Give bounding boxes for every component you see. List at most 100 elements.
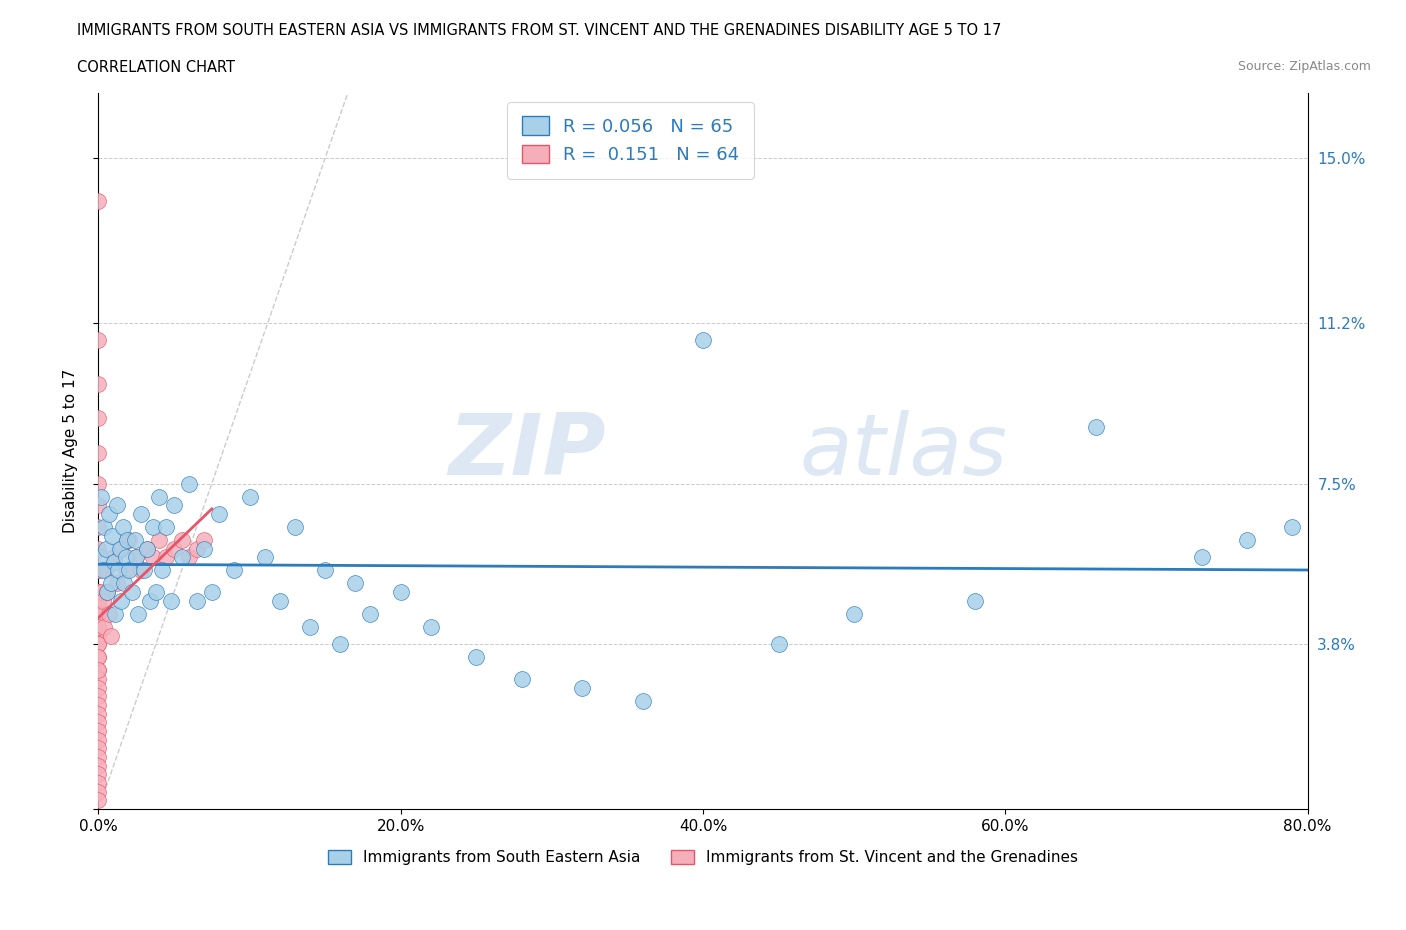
Point <box>224 563 246 578</box>
Text: Source: ZipAtlas.com: Source: ZipAtlas.com <box>1237 60 1371 73</box>
Point <box>87 445 110 460</box>
Point <box>129 507 152 522</box>
Point <box>90 585 112 600</box>
Point <box>114 563 136 578</box>
Point <box>87 411 110 426</box>
Legend: Immigrants from South Eastern Asia, Immigrants from St. Vincent and the Grenadin: Immigrants from South Eastern Asia, Immi… <box>321 843 1085 873</box>
Point <box>87 741 110 756</box>
Point <box>193 533 215 548</box>
Point <box>139 593 162 608</box>
Point <box>93 520 115 535</box>
Point <box>87 724 110 738</box>
Point <box>170 533 193 548</box>
Point <box>87 784 110 799</box>
Point <box>201 585 224 600</box>
Point <box>87 637 110 652</box>
Point <box>96 585 118 600</box>
Point <box>186 593 208 608</box>
Point <box>87 793 110 808</box>
Point <box>87 715 110 730</box>
Point <box>91 563 114 578</box>
Point <box>87 698 110 712</box>
Point <box>239 489 262 504</box>
Point <box>142 520 165 535</box>
Point <box>1191 550 1213 565</box>
Point <box>87 593 110 608</box>
Point <box>844 606 866 621</box>
Point <box>87 619 110 634</box>
Point <box>87 706 110 721</box>
Point <box>132 563 155 578</box>
Point <box>87 606 110 621</box>
Point <box>193 541 215 556</box>
Point <box>510 671 533 686</box>
Point <box>87 680 110 695</box>
Point <box>87 776 110 790</box>
Point <box>269 593 291 608</box>
Point <box>94 563 117 578</box>
Point <box>115 533 138 548</box>
Point <box>121 585 143 600</box>
Point <box>89 563 111 578</box>
Point <box>90 489 112 504</box>
Point <box>344 576 367 591</box>
Point <box>160 593 183 608</box>
Point <box>1085 419 1108 434</box>
Point <box>89 550 111 565</box>
Point <box>87 650 110 665</box>
Point <box>692 333 714 348</box>
Point <box>107 563 129 578</box>
Point <box>112 576 135 591</box>
Point <box>91 593 114 608</box>
Point <box>87 606 110 621</box>
Point <box>127 606 149 621</box>
Point <box>163 541 186 556</box>
Point <box>87 585 110 600</box>
Point <box>94 541 117 556</box>
Point <box>87 585 110 600</box>
Point <box>103 554 125 569</box>
Point <box>148 533 170 548</box>
Point <box>465 650 488 665</box>
Point <box>87 520 110 535</box>
Point <box>87 750 110 764</box>
Point <box>108 541 131 556</box>
Point <box>87 663 110 678</box>
Point <box>101 528 124 543</box>
Point <box>87 758 110 773</box>
Point <box>87 498 110 512</box>
Point <box>87 541 110 556</box>
Point <box>87 637 110 652</box>
Point <box>111 520 134 535</box>
Point <box>124 533 146 548</box>
Point <box>105 498 128 512</box>
Point <box>87 650 110 665</box>
Point <box>98 606 121 621</box>
Point <box>87 767 110 782</box>
Point <box>253 550 276 565</box>
Point <box>170 550 193 565</box>
Point <box>87 333 110 348</box>
Point <box>87 377 110 392</box>
Point <box>284 520 307 535</box>
Point <box>420 619 443 634</box>
Point <box>87 671 110 686</box>
Point <box>186 541 208 556</box>
Point <box>105 576 128 591</box>
Text: IMMIGRANTS FROM SOUTH EASTERN ASIA VS IMMIGRANTS FROM ST. VINCENT AND THE GRENAD: IMMIGRANTS FROM SOUTH EASTERN ASIA VS IM… <box>77 23 1001 38</box>
Point <box>389 585 412 600</box>
Point <box>965 593 987 608</box>
Text: atlas: atlas <box>800 409 1008 493</box>
Point <box>110 593 132 608</box>
Point <box>114 550 136 565</box>
Text: ZIP: ZIP <box>449 409 606 493</box>
Point <box>87 732 110 747</box>
Point <box>299 619 322 634</box>
Y-axis label: Disability Age 5 to 17: Disability Age 5 to 17 <box>63 369 77 533</box>
Point <box>155 550 177 565</box>
Point <box>125 550 148 565</box>
Point <box>93 619 115 634</box>
Point <box>571 680 593 695</box>
Point <box>142 550 165 565</box>
Point <box>1281 520 1303 535</box>
